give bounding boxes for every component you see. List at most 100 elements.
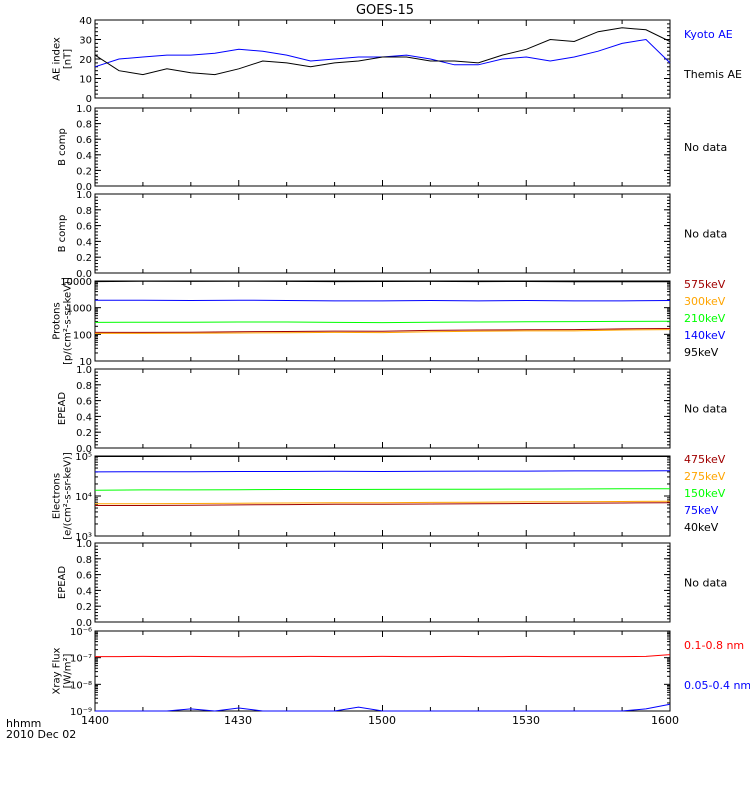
series-line-0-05-0-4-nm — [95, 703, 671, 712]
y-axis-label: EPEAD — [57, 566, 68, 600]
y-tick-label: 0.4 — [76, 151, 92, 162]
no-data-note: No data — [684, 141, 727, 154]
x-axis-label: hhmm — [6, 717, 41, 730]
y-tick-label: 0.8 — [76, 381, 92, 392]
plot-frame — [94, 542, 671, 623]
series-line-kyoto-ae — [94, 38, 671, 68]
x-tick-label: 1600 — [651, 714, 679, 727]
y-tick-label: 10⁻⁷ — [70, 654, 92, 665]
y-tick-label: 0.6 — [76, 135, 92, 146]
y-tick-label: 0.4 — [76, 586, 92, 597]
y-tick-label: 0.2 — [76, 428, 92, 439]
legend-item: 95keV — [684, 346, 719, 359]
series-line-150kev — [94, 488, 671, 491]
legend-item: 275keV — [684, 470, 726, 483]
y-tick-label: 10⁻⁹ — [70, 707, 92, 718]
y-tick-label: 10⁴ — [75, 492, 92, 503]
y-tick-label: 0.2 — [76, 253, 92, 264]
y-axis-label: [p/(cm²-s-sr-keV)] — [63, 277, 74, 365]
y-tick-label: 10⁵ — [75, 452, 92, 463]
legend-item: 150keV — [684, 487, 726, 500]
legend-item: 0.05-0.4 nm — [684, 679, 750, 692]
x-tick-label: 1400 — [81, 714, 109, 727]
series-line-275kev — [95, 500, 671, 505]
x-tick-label: 1500 — [368, 714, 396, 727]
series-line-140kev — [95, 299, 671, 302]
y-axis-label: [W/m²] — [63, 653, 74, 688]
y-tick-label: 0.8 — [76, 120, 92, 131]
y-tick-label: 0.6 — [76, 222, 92, 233]
y-axis-label: Electrons — [52, 473, 63, 519]
legend-item: 40keV — [684, 521, 719, 534]
y-axis-label: [e/(cm²-s-sr-keV)] — [63, 452, 74, 540]
y-tick-label: 1.0 — [76, 190, 92, 201]
y-tick-label: 0.2 — [76, 166, 92, 177]
y-tick-label: 10⁻⁸ — [70, 680, 92, 691]
x-axis: 1400 1430 1500 1530 1600 hhmm 2010 Dec 0… — [6, 714, 679, 741]
series-line-95kev — [94, 280, 671, 283]
y-tick-label: 10³ — [75, 532, 92, 543]
legend-item: 75keV — [684, 504, 719, 517]
x-tick-label: 1430 — [224, 714, 252, 727]
chart-title: GOES-15 — [356, 3, 414, 18]
y-tick-label: 0.0 — [76, 182, 92, 193]
y-tick-label: 0.0 — [76, 269, 92, 280]
y-tick-label: 100 — [73, 330, 92, 341]
series-line-210kev — [94, 320, 671, 324]
x-axis-date: 2010 Dec 02 — [6, 728, 76, 741]
y-axis-label: AE index — [52, 37, 63, 81]
series-line-300kev — [95, 329, 671, 334]
panel-epead1: 0.0 0.2 0.4 0.6 0.8 1.0 EPEAD No data — [57, 365, 727, 455]
y-tick-label: 0.8 — [76, 206, 92, 217]
series-line-0-1-0-8-nm — [95, 654, 671, 658]
y-tick-label: 40 — [79, 16, 92, 27]
panels: 0 10 20 30 40 AE index [nT] Kyoto AE Themis AE 0.… — [52, 16, 750, 718]
y-axis-label: Xray Flux — [52, 647, 63, 694]
panel-protons: 10 100 1000 10000 Protons [p/(cm²-s-sr-keV)] 5… — [52, 277, 726, 368]
y-axis-label: Protons — [52, 302, 63, 339]
panel-xray: 10⁻⁹ 10⁻⁸ 10⁻⁷ 10⁻⁶ Xray Flux [W/m²] 0.1-0.8 n… — [52, 627, 750, 718]
x-tick-label: 1530 — [512, 714, 540, 727]
plot-frame — [94, 455, 671, 537]
series-line-575kev — [95, 328, 671, 333]
y-axis-label: B comp — [57, 215, 68, 253]
y-tick-label: 0.0 — [76, 618, 92, 629]
series-line-475kev — [95, 502, 671, 506]
y-tick-label: 0.0 — [76, 444, 92, 455]
legend-item: Themis AE — [683, 68, 742, 81]
y-tick-label: 0.6 — [76, 571, 92, 582]
y-axis-label: EPEAD — [57, 392, 68, 426]
y-tick-label: 1.0 — [76, 365, 92, 376]
plot-frame — [94, 280, 671, 362]
legend-item: 0.1-0.8 nm — [684, 639, 744, 652]
series-line-75kev — [94, 470, 671, 473]
legend-item: Kyoto AE — [684, 28, 733, 41]
no-data-note: No data — [684, 403, 727, 416]
y-tick-label: 10⁻⁶ — [70, 627, 92, 638]
y-tick-label: 0 — [86, 94, 92, 105]
panel-bcomp2: 0.0 0.2 0.4 0.6 0.8 1.0 B comp No data — [57, 190, 727, 280]
y-tick-label: 10 — [79, 75, 92, 86]
y-tick-label: 30 — [79, 36, 92, 47]
legend-item: 575keV — [684, 278, 726, 291]
plot-frame — [94, 19, 671, 99]
plot-frame — [94, 107, 671, 187]
panel-ae: 0 10 20 30 40 AE index [nT] Kyoto AE Themis AE — [52, 16, 742, 105]
no-data-note: No data — [684, 228, 727, 241]
y-tick-label: 1.0 — [76, 104, 92, 115]
legend-item: 475keV — [684, 453, 726, 466]
y-tick-label: 1000 — [67, 304, 92, 315]
y-tick-label: 0.4 — [76, 237, 92, 248]
y-tick-label: 1.0 — [76, 539, 92, 550]
panel-bcomp1: 0.0 0.2 0.4 0.6 0.8 1.0 B comp No data — [57, 104, 727, 193]
y-axis-label: B comp — [57, 128, 68, 166]
no-data-note: No data — [684, 577, 727, 590]
y-tick-label: 10000 — [60, 277, 92, 288]
y-tick-label: 20 — [79, 55, 92, 66]
y-axis-label: [nT] — [63, 49, 74, 69]
panel-epead2: 0.0 0.2 0.4 0.6 0.8 1.0 EPEAD No data — [57, 539, 727, 629]
legend-item: 140keV — [684, 329, 726, 342]
y-tick-label: 10 — [79, 357, 92, 368]
legend-item: 300keV — [684, 295, 726, 308]
